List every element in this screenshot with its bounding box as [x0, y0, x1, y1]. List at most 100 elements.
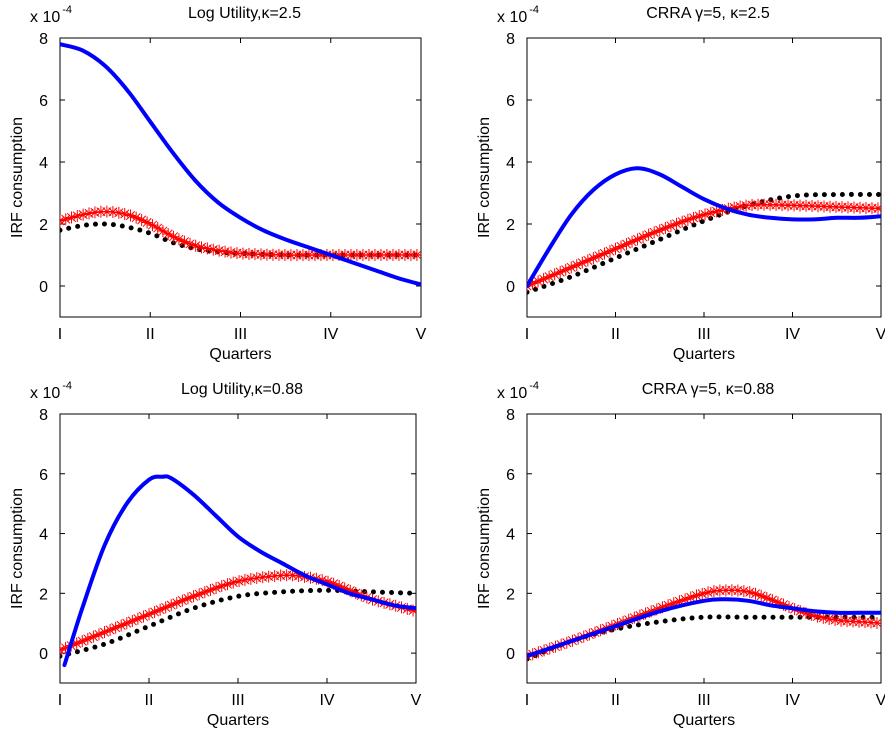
star-marker: [349, 587, 362, 600]
star-marker: [766, 594, 779, 607]
star-marker: [118, 207, 131, 220]
star-marker: [532, 275, 545, 288]
star-marker: [151, 222, 164, 235]
star-marker: [684, 591, 697, 604]
star-marker: [648, 226, 661, 239]
y-exponent-base: x 10: [30, 385, 60, 402]
star-marker: [201, 242, 214, 255]
star-marker: [570, 259, 583, 272]
series-line-blue: [527, 597, 881, 659]
star-marker: [183, 237, 196, 250]
series-group: [527, 166, 881, 295]
star-marker: [817, 611, 830, 624]
series-line-blue: [60, 42, 421, 287]
star-marker: [642, 228, 655, 241]
star-marker: [755, 589, 768, 602]
star-marker: [178, 235, 191, 248]
star-marker: [130, 211, 143, 224]
star-marker: [98, 626, 111, 639]
y-tick-label: 4: [506, 155, 515, 172]
star-marker: [743, 586, 756, 599]
y-tick-label: 8: [39, 31, 48, 48]
x-axis-label: Quarters: [673, 346, 735, 363]
x-tick-label: II: [611, 692, 620, 709]
star-marker: [225, 246, 238, 259]
star-marker: [71, 209, 84, 222]
star-marker: [215, 580, 228, 593]
star-marker: [699, 208, 712, 221]
x-tick-label: II: [145, 692, 154, 709]
y-tick-label: 4: [506, 527, 515, 544]
star-marker: [543, 270, 556, 283]
star-marker: [146, 219, 159, 232]
star-marker: [115, 619, 128, 632]
star-marker: [77, 208, 90, 221]
star-marker: [250, 571, 263, 584]
star-marker: [740, 199, 753, 212]
star-marker: [598, 247, 611, 260]
y-axis-label: IRF consumption: [476, 117, 493, 238]
star-marker: [137, 610, 150, 623]
star-marker: [135, 213, 148, 226]
star-marker: [676, 215, 689, 228]
y-tick-label: 2: [39, 586, 48, 603]
x-tick-label: IV: [785, 692, 800, 709]
x-tick-label: V: [876, 692, 885, 709]
star-marker: [104, 623, 117, 636]
y-exponent-power: -4: [62, 4, 72, 16]
series-line-black-dotted: [527, 191, 881, 295]
star-marker: [316, 574, 329, 587]
star-marker: [667, 597, 680, 610]
star-marker: [60, 641, 72, 654]
star-marker: [83, 207, 96, 220]
star-marker: [286, 569, 299, 582]
y-exponent-label: x 10 -4: [497, 380, 539, 402]
star-marker: [156, 225, 169, 238]
x-tick-label: V: [416, 326, 427, 343]
y-tick-label: 4: [39, 527, 48, 544]
star-marker: [656, 601, 669, 614]
star-marker: [777, 598, 790, 611]
series-line-red: [60, 574, 416, 651]
star-marker: [187, 590, 200, 603]
star-marker: [645, 605, 658, 618]
star-marker: [213, 244, 226, 257]
y-tick-label: 8: [506, 407, 515, 424]
chart-title: Log Utility,κ=2.5: [188, 5, 301, 22]
star-marker: [181, 592, 194, 605]
y-axis-label: IRF consumption: [9, 117, 26, 238]
x-tick-label: II: [611, 326, 620, 343]
star-marker: [687, 211, 700, 224]
star-marker: [823, 613, 836, 626]
star-marker: [681, 213, 694, 226]
y-tick-label: 0: [506, 279, 515, 296]
star-marker: [760, 591, 773, 604]
star-marker: [679, 593, 692, 606]
star-marker: [290, 249, 303, 262]
star-marker: [198, 586, 211, 599]
star-marker: [565, 261, 578, 274]
star-marker: [210, 581, 223, 594]
star-marker: [87, 630, 100, 643]
star-marker: [120, 617, 133, 630]
y-tick-label: 8: [506, 31, 515, 48]
y-tick-label: 8: [39, 407, 48, 424]
star-marker: [193, 588, 206, 601]
star-marker: [92, 628, 105, 641]
star-marker: [653, 224, 666, 237]
chart-title: Log Utility,κ=0.88: [181, 381, 303, 398]
series-group: [60, 42, 421, 287]
x-tick-label: I: [525, 326, 529, 343]
star-marker: [302, 249, 315, 262]
star-marker: [603, 245, 616, 258]
star-marker: [734, 200, 747, 213]
star-marker: [871, 202, 881, 215]
star-marker: [690, 589, 703, 602]
x-tick-label: I: [525, 692, 529, 709]
star-marker: [702, 586, 715, 599]
star-marker: [338, 582, 351, 595]
y-tick-label: 6: [39, 467, 48, 484]
series-line-black-dotted: [60, 587, 416, 659]
star-marker: [233, 575, 246, 588]
